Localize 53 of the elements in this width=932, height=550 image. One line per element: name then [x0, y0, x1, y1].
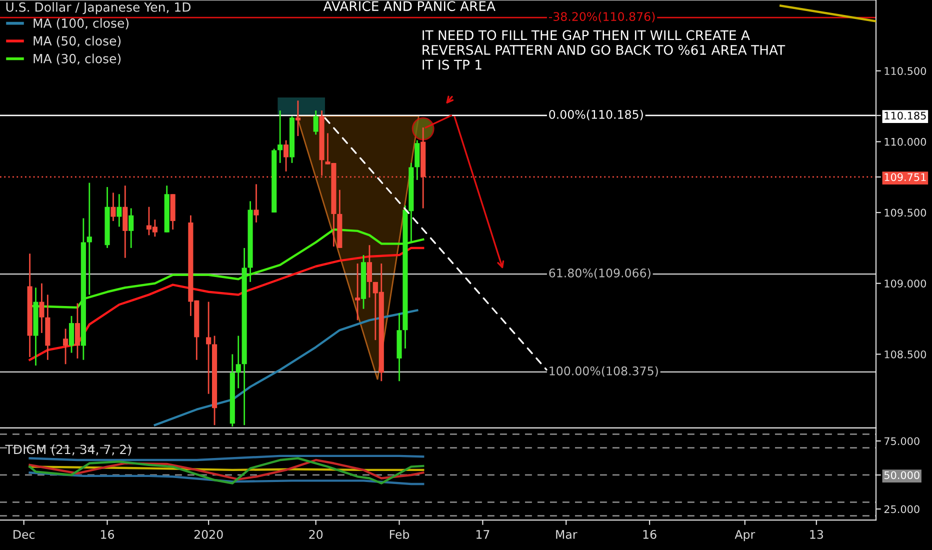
candlestick — [74, 302, 80, 360]
x-tick-label: 2020 — [194, 530, 223, 539]
candlestick — [206, 301, 212, 395]
y-tick-label: 109.500 — [884, 208, 926, 217]
candlestick — [278, 110, 283, 164]
y-tick-label: 108.500 — [884, 350, 926, 358]
y-tick-label: 50.000 — [884, 471, 920, 480]
line-series — [28, 472, 424, 486]
candlestick — [355, 262, 360, 321]
y-tick-label: 25.000 — [884, 505, 920, 514]
candlestick — [63, 328, 68, 365]
candlestick — [128, 208, 134, 249]
line-series — [28, 457, 424, 484]
x-tick-label: 20 — [309, 530, 323, 539]
candlestick — [236, 335, 241, 389]
line-series — [28, 458, 424, 480]
x-tick-label: 16 — [643, 530, 656, 539]
candlestick — [295, 100, 300, 137]
legend-label: MA (100, close) — [34, 18, 128, 30]
candlestick — [39, 282, 44, 334]
x-tick-label: Feb — [390, 530, 410, 539]
legend-label: MA (50, close) — [34, 36, 121, 48]
x-tick-label: 17 — [476, 530, 490, 539]
ref-line-label: 61.80%(109.066) — [549, 268, 650, 279]
candlestick — [366, 244, 372, 298]
y-tick-label: 109.000 — [884, 280, 926, 288]
candlestick — [254, 184, 259, 224]
y-tick-label: 110.185 — [884, 112, 926, 120]
chart-title: U.S. Dollar / Japanese Yen, 1D — [6, 2, 191, 14]
ref-line-label: 0.00%(110.185) — [549, 110, 643, 120]
candlestick — [313, 110, 318, 136]
y-tick-label: 110.000 — [884, 138, 926, 146]
y-tick-label: 110.500 — [884, 67, 926, 75]
annotation: IT NEED TO FILL THE GAP THEN IT WILL CREATE A REVERSAL PATTERN AND GO BACK TO %61 AREA THAT IT IS TP 1 — [422, 30, 786, 70]
x-tick-label: Apr — [734, 530, 756, 542]
ref-line-label: -38.20%(110.876) — [548, 12, 655, 22]
candlestick — [116, 193, 122, 228]
annotation: AVARICE AND PANIC AREA — [323, 1, 496, 12]
candlestick — [68, 315, 74, 354]
x-tick-label: Dec — [14, 530, 35, 539]
x-tick-label: 16 — [101, 530, 114, 539]
text: TDIGM (21, 34, 7, 2) — [5, 444, 131, 456]
x-tick-label: Mar — [556, 530, 578, 539]
legend-label: MA (30, close) — [34, 54, 121, 65]
candlestick — [86, 182, 92, 296]
line-series — [28, 246, 424, 361]
x-tick-label: 13 — [810, 530, 823, 539]
line-series — [154, 309, 418, 426]
ref-line-label: 100.00%(108.375) — [550, 366, 658, 377]
candlestick — [284, 140, 289, 172]
candlestick — [110, 192, 116, 222]
y-tick-label: 109.751 — [884, 173, 926, 182]
y-tick-label: 75.000 — [884, 437, 920, 446]
